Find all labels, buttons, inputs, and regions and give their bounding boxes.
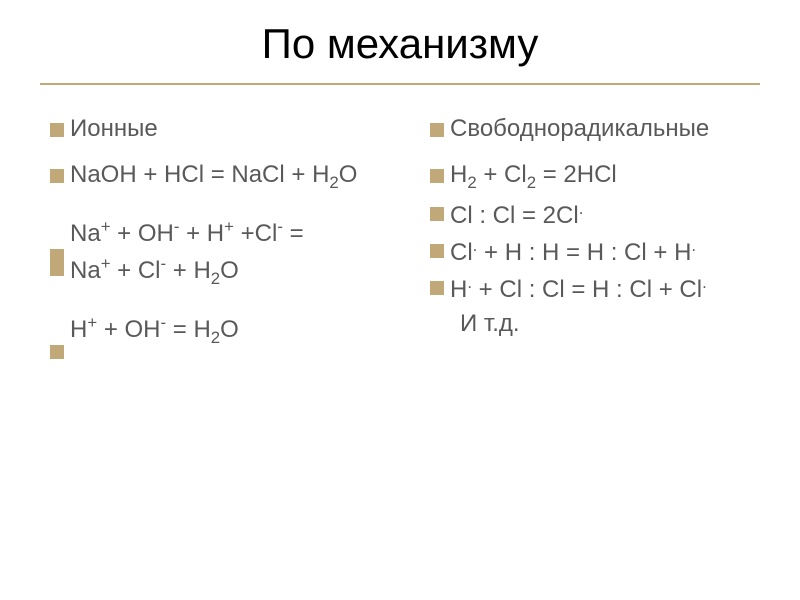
bullet-icon bbox=[430, 207, 444, 221]
equation-radical-4: H. + Cl : Cl = H : Cl + Cl. bbox=[450, 273, 760, 304]
bullet-icon bbox=[430, 244, 444, 258]
equation-etc: И т.д. bbox=[420, 310, 760, 338]
equation-radical-3: Cl. + H : H = H : Cl + H. bbox=[450, 236, 760, 267]
right-column: Свободнорадикальные H2 + Cl2 = 2HCl Cl :… bbox=[420, 115, 760, 353]
slide-title: По механизму bbox=[0, 0, 800, 83]
equation-ionic-2: Na+ + OH- + H+ +Cl- = bbox=[70, 217, 380, 248]
equation-ionic-3: Na+ + Cl- + H2O bbox=[70, 254, 380, 289]
equation-radical-2: Cl : Cl = 2Cl. bbox=[450, 199, 760, 230]
bullet-icon bbox=[50, 345, 64, 359]
bullet-icon bbox=[430, 123, 444, 137]
equation-radical-1: H2 + Cl2 = 2HCl bbox=[450, 161, 760, 193]
bullet-icon bbox=[430, 169, 444, 183]
right-heading: Свободнорадикальные bbox=[450, 115, 760, 143]
left-column: Ионные NaOH + HCl = NaCl + H2O Na+ + OH-… bbox=[40, 115, 380, 353]
left-heading: Ионные bbox=[70, 115, 380, 143]
equation-ionic-4: H+ + OH- = H2O bbox=[70, 313, 380, 348]
bullet-icon bbox=[50, 169, 64, 183]
content-area: Ионные NaOH + HCl = NaCl + H2O Na+ + OH-… bbox=[0, 85, 800, 383]
bullet-icon bbox=[50, 262, 64, 276]
bullet-icon bbox=[50, 123, 64, 137]
equation-ionic-1: NaOH + HCl = NaCl + H2O bbox=[70, 161, 380, 193]
bullet-icon bbox=[430, 281, 444, 295]
